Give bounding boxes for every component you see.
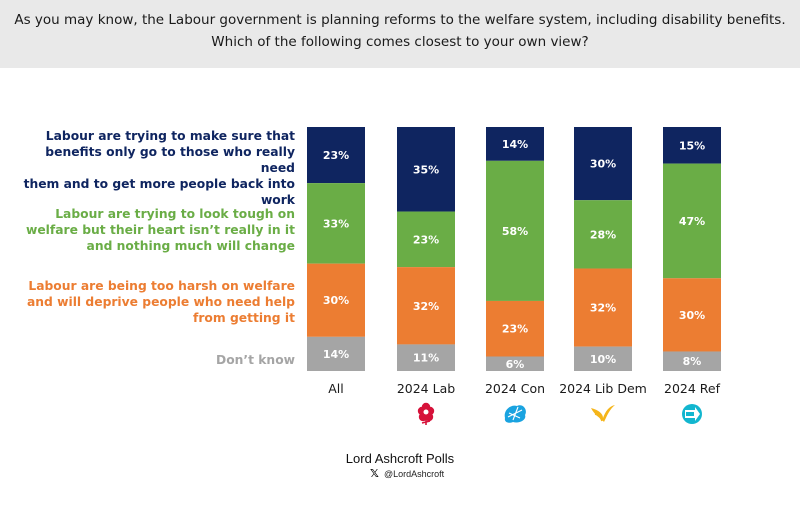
bar-value-label: 35% <box>413 163 439 176</box>
category-label: 2024 Con <box>485 381 545 396</box>
bar-segment <box>307 336 365 371</box>
legend-line: and nothing much will change <box>86 239 295 253</box>
libdem-bird-icon <box>591 405 615 422</box>
legend-line: Labour are trying to look tough on <box>55 207 295 221</box>
question-line-2: Which of the following comes closest to … <box>211 34 589 50</box>
category-label: 2024 Lab <box>397 381 455 396</box>
bar-value-label: 15% <box>679 139 705 152</box>
question-header: As you may know, the Labour government i… <box>0 0 800 68</box>
bar-value-label: 33% <box>323 217 349 230</box>
legend-item-tidy-up: Labour are trying to make sure that bene… <box>15 128 295 208</box>
labour-rose-icon <box>417 402 435 425</box>
bar-segment <box>663 163 721 279</box>
bar-segment <box>397 344 455 371</box>
bar-value-label: 6% <box>506 358 525 371</box>
bar-value-label: 30% <box>679 309 705 322</box>
bar-value-label: 58% <box>502 225 528 238</box>
bar-value-label: 32% <box>590 302 616 315</box>
legend-line: Don’t know <box>216 353 295 367</box>
legend-item-look-tough: Labour are trying to look tough on welfa… <box>15 206 295 254</box>
bar-value-label: 23% <box>413 233 439 246</box>
footer-handle: @LordAshcroft <box>384 469 445 479</box>
bar-value-label: 14% <box>323 348 349 361</box>
bar-segment <box>397 267 455 345</box>
legend-line: welfare but their heart isn’t really in … <box>25 223 295 237</box>
bar-segment <box>486 160 544 301</box>
conservative-tree-icon <box>504 405 526 423</box>
bar-value-label: 10% <box>590 353 616 366</box>
category-label: 2024 Lib Dem <box>559 381 647 396</box>
bar-value-label: 28% <box>590 228 616 241</box>
bar-segment <box>574 346 632 371</box>
legend-item-too-harsh: Labour are being too harsh on welfare an… <box>15 278 295 326</box>
legend-line: from getting it <box>192 311 295 325</box>
bar-segment <box>307 183 365 264</box>
legend-line: Labour are being too harsh on welfare <box>28 279 295 293</box>
bar-value-label: 32% <box>413 300 439 313</box>
bar-value-label: 30% <box>590 158 616 171</box>
bar-segment <box>486 127 544 161</box>
bar-segment <box>486 300 544 357</box>
legend-item-dont-know: Don’t know <box>15 352 295 368</box>
bar-value-label: 14% <box>502 138 528 151</box>
bar-segment <box>486 356 544 371</box>
question-line-1: As you may know, the Labour government i… <box>14 12 786 28</box>
bar-segment <box>307 127 365 184</box>
footer-title: Lord Ashcroft Polls <box>345 451 455 466</box>
bar-value-label: 8% <box>683 355 702 368</box>
bar-value-label: 30% <box>323 294 349 307</box>
bar-segment <box>663 351 721 371</box>
bar-segment <box>574 200 632 269</box>
x-logo-icon: 𝕏 <box>370 467 379 480</box>
bar-value-label: 47% <box>679 215 705 228</box>
legend-line: Labour are trying to make sure that <box>45 129 295 143</box>
bar-segment <box>663 278 721 352</box>
bar-value-label: 11% <box>413 352 439 365</box>
bar-segment <box>397 211 455 268</box>
bar-value-label: 23% <box>502 323 528 336</box>
legend-line: benefits only go to those who really nee… <box>45 145 295 175</box>
legend-line: work <box>260 193 295 207</box>
bar-segment <box>307 263 365 337</box>
category-label: All <box>328 381 344 396</box>
bar-segment <box>663 127 721 164</box>
category-label: 2024 Ref <box>664 381 721 396</box>
bar-segment <box>397 127 455 212</box>
bar-segment <box>574 268 632 347</box>
legend-line: and will deprive people who need help <box>27 295 295 309</box>
bar-value-label: 23% <box>323 149 349 162</box>
bar-segment <box>574 127 632 201</box>
reform-logo-icon <box>682 404 702 424</box>
legend-line: them and to get more people back into <box>23 177 295 191</box>
stacked-bar-chart: 23% 33% 30% 14% All 35% 23% 32% 11% 2024 Lab 14% 58… <box>307 127 721 425</box>
